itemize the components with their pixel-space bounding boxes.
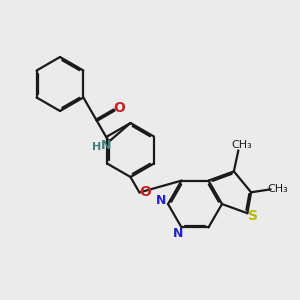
Text: CH₃: CH₃: [268, 184, 289, 194]
Text: N: N: [101, 139, 112, 152]
Text: N: N: [173, 227, 184, 241]
Text: CH₃: CH₃: [231, 140, 252, 150]
Text: N: N: [156, 194, 167, 207]
Text: O: O: [139, 185, 151, 200]
Text: O: O: [113, 101, 125, 115]
Text: S: S: [248, 209, 258, 223]
Text: H: H: [92, 142, 101, 152]
